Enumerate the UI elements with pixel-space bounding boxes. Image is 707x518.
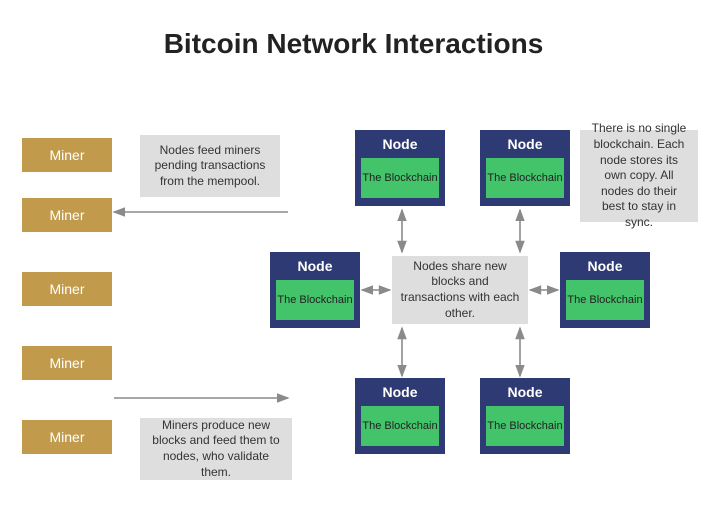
blockchain-box: The Blockchain xyxy=(486,158,564,198)
miner-box: Miner xyxy=(22,420,112,454)
node-box: Node The Blockchain xyxy=(560,252,650,328)
node-title: Node xyxy=(588,258,623,274)
node-box: Node The Blockchain xyxy=(480,130,570,206)
blockchain-box: The Blockchain xyxy=(566,280,644,320)
node-title: Node xyxy=(383,136,418,152)
miner-box: Miner xyxy=(22,272,112,306)
callout-mempool: Nodes feed miners pending transactions f… xyxy=(140,135,280,197)
node-box: Node The Blockchain xyxy=(355,378,445,454)
blockchain-box: The Blockchain xyxy=(361,406,439,446)
miner-box: Miner xyxy=(22,138,112,172)
blockchain-box: The Blockchain xyxy=(486,406,564,446)
node-title: Node xyxy=(298,258,333,274)
callout-share-blocks: Nodes share new blocks and transactions … xyxy=(392,256,528,324)
blockchain-box: The Blockchain xyxy=(361,158,439,198)
node-title: Node xyxy=(508,384,543,400)
miner-box: Miner xyxy=(22,198,112,232)
node-box: Node The Blockchain xyxy=(355,130,445,206)
miner-box: Miner xyxy=(22,346,112,380)
node-title: Node xyxy=(508,136,543,152)
blockchain-box: The Blockchain xyxy=(276,280,354,320)
node-title: Node xyxy=(383,384,418,400)
callout-no-single-chain: There is no single blockchain. Each node… xyxy=(580,130,698,222)
node-box: Node The Blockchain xyxy=(480,378,570,454)
callout-miners-produce: Miners produce new blocks and feed them … xyxy=(140,418,292,480)
node-box: Node The Blockchain xyxy=(270,252,360,328)
page-title: Bitcoin Network Interactions xyxy=(0,28,707,60)
